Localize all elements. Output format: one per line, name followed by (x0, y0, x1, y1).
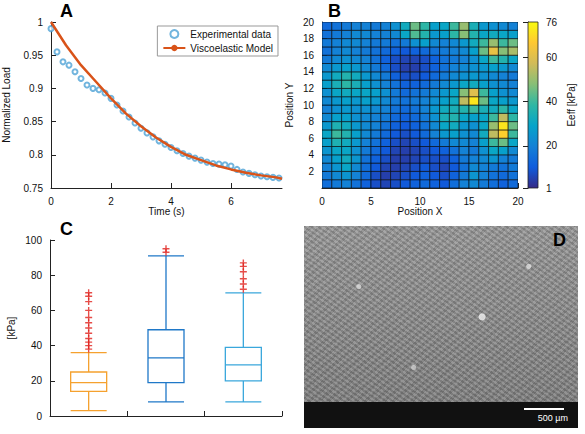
svg-text:0: 0 (319, 196, 325, 207)
svg-text:Eeff [kPa]: Eeff [kPa] (566, 83, 577, 126)
svg-text:Position Y: Position Y (284, 82, 295, 127)
svg-text:8: 8 (308, 116, 314, 127)
svg-text:20: 20 (31, 375, 43, 386)
svg-text:Normalized Load: Normalized Load (1, 67, 12, 143)
svg-text:2: 2 (108, 196, 114, 207)
svg-text:14: 14 (303, 66, 315, 77)
svg-text:16: 16 (303, 50, 315, 61)
svg-text:Experimental data: Experimental data (190, 29, 271, 40)
svg-text:100: 100 (25, 235, 42, 246)
svg-text:60: 60 (546, 52, 558, 63)
svg-text:4: 4 (308, 149, 314, 160)
html-text:D: D (553, 230, 566, 250)
svg-text:0.8: 0.8 (29, 149, 43, 160)
svg-text:0: 0 (36, 411, 42, 422)
svg-text:Position X: Position X (397, 206, 442, 217)
svg-text:15: 15 (463, 196, 475, 207)
svg-text:0.9: 0.9 (29, 83, 43, 94)
svg-text:2: 2 (308, 166, 314, 177)
svg-text:6: 6 (308, 133, 314, 144)
svg-text:1: 1 (546, 183, 552, 194)
svg-text:40: 40 (546, 96, 558, 107)
svg-text:0.75: 0.75 (24, 183, 44, 194)
svg-text:10: 10 (414, 196, 426, 207)
svg-text:[kPa]: [kPa] (6, 316, 17, 339)
svg-text:12: 12 (303, 83, 315, 94)
svg-text:4: 4 (168, 196, 174, 207)
svg-text:Time (s): Time (s) (148, 206, 184, 217)
svg-text:Viscoelastic Model: Viscoelastic Model (190, 43, 273, 54)
svg-text:5: 5 (368, 196, 374, 207)
svg-text:1: 1 (37, 17, 43, 28)
svg-text:18: 18 (303, 33, 315, 44)
svg-text:20: 20 (303, 17, 315, 28)
svg-text:0.95: 0.95 (24, 50, 44, 61)
svg-text:B: B (328, 1, 341, 21)
svg-text:10: 10 (303, 100, 315, 111)
svg-text:0: 0 (48, 196, 54, 207)
svg-text:A: A (60, 1, 73, 21)
svg-text:C: C (60, 219, 73, 239)
svg-text:20: 20 (546, 140, 558, 151)
svg-text:40: 40 (31, 340, 43, 351)
svg-text:80: 80 (31, 270, 43, 281)
svg-text:76: 76 (546, 17, 558, 28)
html-text:500 µm: 500 µm (537, 413, 568, 423)
svg-text:6: 6 (228, 196, 234, 207)
svg-text:20: 20 (512, 196, 524, 207)
svg-text:0.85: 0.85 (24, 116, 44, 127)
svg-text:60: 60 (31, 305, 43, 316)
